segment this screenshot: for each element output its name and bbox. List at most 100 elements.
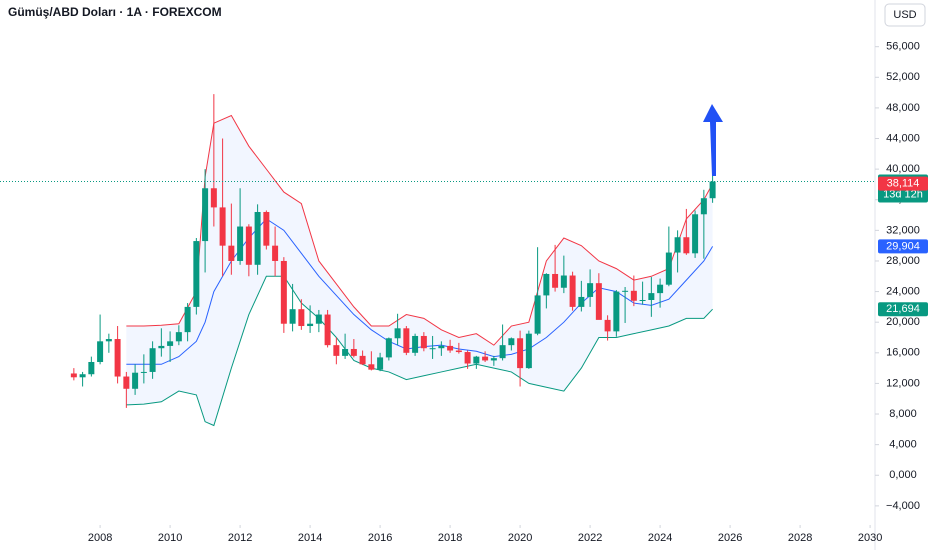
price-badge-label: 21,694 (886, 303, 920, 315)
candle-body (499, 345, 506, 359)
price-badge-bg (878, 239, 928, 254)
candle-body (657, 284, 664, 294)
candle-body (455, 350, 462, 353)
candle-body (613, 291, 620, 332)
price-badge-label: 38,114 (887, 177, 920, 189)
candle-body (560, 275, 567, 288)
candle-body (604, 319, 611, 332)
candle-body (665, 252, 672, 285)
candle-body (315, 314, 322, 324)
candle-body (429, 348, 436, 350)
candle-body (219, 207, 226, 246)
candle-body (132, 372, 139, 389)
candle-body (140, 371, 147, 373)
plot-area (0, 94, 875, 427)
candle-body (289, 309, 296, 324)
candle-body (202, 188, 209, 242)
x-tick-label: 2028 (788, 532, 812, 544)
candle-body (648, 293, 655, 300)
y-tick-label: 4,000 (889, 439, 917, 451)
candle-body (114, 339, 121, 377)
x-tick-label: 2022 (578, 532, 602, 544)
candle-body (543, 273, 550, 296)
y-tick-label: 48,000 (886, 102, 920, 114)
candle-body (569, 275, 576, 307)
countdown-label: 13d 12h (883, 188, 923, 200)
candle-body (420, 335, 427, 349)
band-line (126, 275, 713, 427)
candle-body (298, 309, 305, 327)
candle-body (272, 245, 279, 261)
candle-body (622, 290, 629, 292)
candle-body (692, 214, 699, 254)
x-tick-label: 2014 (298, 532, 322, 544)
x-tick-label: 2030 (858, 532, 882, 544)
x-tick-label: 2010 (158, 532, 182, 544)
x-tick-label: 2016 (368, 532, 392, 544)
candle-body (333, 345, 340, 356)
candle-body (79, 374, 86, 378)
candle-body (482, 356, 489, 361)
candle-body (184, 306, 191, 333)
y-tick-label: 52,000 (886, 71, 920, 83)
x-tick-label: 2026 (718, 532, 742, 544)
price-badge: 21,694 (878, 302, 928, 317)
x-tick-label: 2018 (438, 532, 462, 544)
candle-body (473, 356, 480, 364)
candle-body (97, 341, 104, 362)
band-line (126, 114, 714, 346)
y-tick-label: 16,000 (886, 347, 920, 359)
y-tick-label: 8,000 (889, 408, 917, 420)
candle-body (587, 283, 594, 297)
candle-body (342, 348, 349, 356)
y-tick-label: 24,000 (886, 285, 920, 297)
candle-body (350, 348, 357, 356)
candle-body (175, 332, 182, 342)
price-badge-bg (878, 176, 928, 191)
candle-body (508, 338, 515, 346)
candle-body (263, 211, 270, 246)
price-badge: 38,114 (878, 176, 928, 191)
candle-body (324, 314, 331, 346)
x-tick-label: 2024 (648, 532, 672, 544)
candle-body (237, 226, 244, 261)
candle-body (403, 328, 410, 353)
candle-body (552, 273, 559, 288)
x-tick-label: 2020 (508, 532, 532, 544)
y-tick-label: 32,000 (886, 224, 920, 236)
candle-body (228, 245, 235, 261)
candle-body (88, 361, 95, 375)
candle-body (464, 352, 471, 364)
candle-body (158, 345, 165, 349)
candle-body (700, 198, 707, 215)
y-tick-label: 12,000 (886, 377, 920, 389)
currency-button[interactable] (884, 3, 926, 27)
x-tick-label: 2012 (228, 532, 252, 544)
candle-body (123, 376, 130, 389)
candle-body (438, 345, 445, 349)
candle-body (595, 283, 602, 320)
candle-body (683, 237, 690, 254)
candle-body (307, 323, 314, 327)
price-badge: 29,904 (878, 239, 928, 254)
candle-body (447, 345, 454, 351)
candle-body (412, 335, 419, 353)
price-badge-bg (878, 302, 928, 317)
up-arrow (703, 104, 723, 176)
candle-body (385, 338, 392, 358)
candle-body (105, 339, 112, 342)
candle-body (709, 181, 716, 199)
candle-body (245, 226, 252, 265)
candle-body (517, 338, 524, 369)
candle-body (490, 358, 497, 361)
y-tick-label: 56,000 (886, 41, 920, 53)
candle-body (630, 290, 637, 301)
y-tick-label: 28,000 (886, 255, 920, 267)
currency-label[interactable]: USD (893, 9, 916, 21)
candle-body (578, 296, 585, 307)
candle-body (674, 237, 681, 253)
y-tick-label: 0,000 (889, 469, 917, 481)
